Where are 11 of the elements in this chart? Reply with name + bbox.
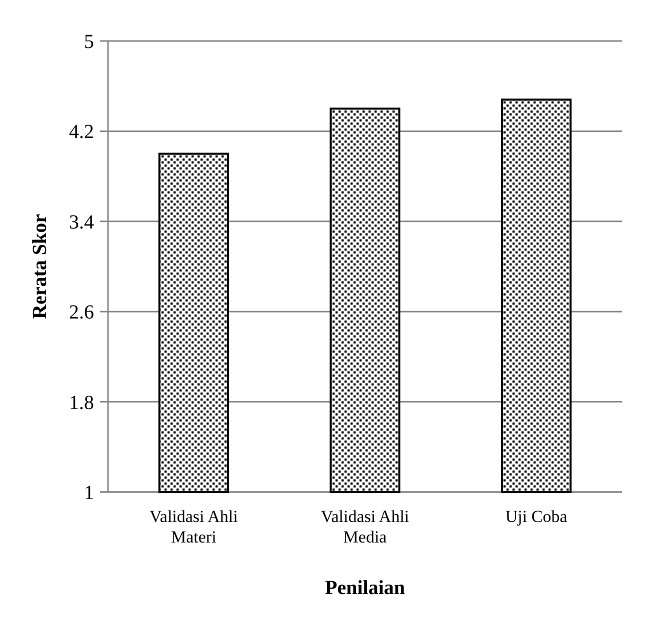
y-axis-title: Rerata Skor [29, 214, 51, 319]
y-tick-label: 1.8 [69, 392, 94, 414]
y-tick-label: 1 [84, 482, 94, 504]
x-tick-label: Validasi Ahli Materi [150, 507, 238, 546]
x-tick-label: Uji Coba [505, 507, 568, 526]
y-tick-label: 4.2 [69, 121, 94, 144]
y-tick-label: 3.4 [69, 211, 94, 234]
y-tick-label: 5 [84, 31, 94, 53]
x-axis-title: Penilaian [324, 577, 406, 599]
x-tick-label: Validasi Ahli Media [320, 507, 410, 546]
y-tick-label: 2.6 [69, 302, 94, 324]
